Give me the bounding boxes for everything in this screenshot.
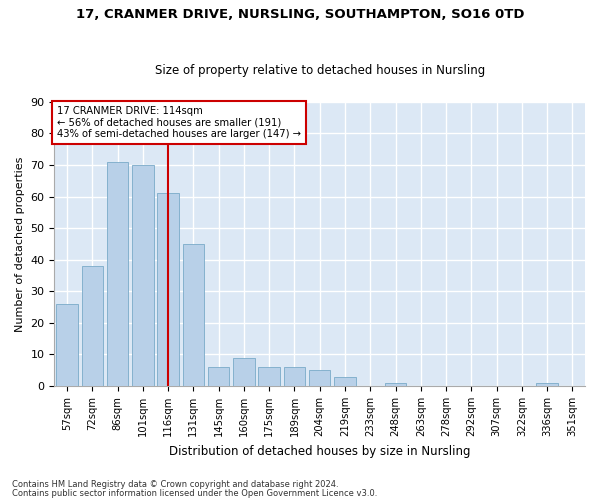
- Text: 17 CRANMER DRIVE: 114sqm
← 56% of detached houses are smaller (191)
43% of semi-: 17 CRANMER DRIVE: 114sqm ← 56% of detach…: [57, 106, 301, 139]
- X-axis label: Distribution of detached houses by size in Nursling: Distribution of detached houses by size …: [169, 444, 470, 458]
- Bar: [259, 367, 280, 386]
- Bar: [157, 194, 179, 386]
- Bar: [284, 367, 305, 386]
- Text: Contains public sector information licensed under the Open Government Licence v3: Contains public sector information licen…: [12, 488, 377, 498]
- Bar: [56, 304, 78, 386]
- Bar: [536, 383, 558, 386]
- Y-axis label: Number of detached properties: Number of detached properties: [15, 156, 25, 332]
- Bar: [208, 367, 229, 386]
- Bar: [233, 358, 254, 386]
- Bar: [82, 266, 103, 386]
- Bar: [182, 244, 204, 386]
- Bar: [309, 370, 331, 386]
- Text: 17, CRANMER DRIVE, NURSLING, SOUTHAMPTON, SO16 0TD: 17, CRANMER DRIVE, NURSLING, SOUTHAMPTON…: [76, 8, 524, 20]
- Title: Size of property relative to detached houses in Nursling: Size of property relative to detached ho…: [155, 64, 485, 77]
- Bar: [385, 383, 406, 386]
- Bar: [107, 162, 128, 386]
- Bar: [334, 376, 356, 386]
- Bar: [132, 165, 154, 386]
- Text: Contains HM Land Registry data © Crown copyright and database right 2024.: Contains HM Land Registry data © Crown c…: [12, 480, 338, 489]
